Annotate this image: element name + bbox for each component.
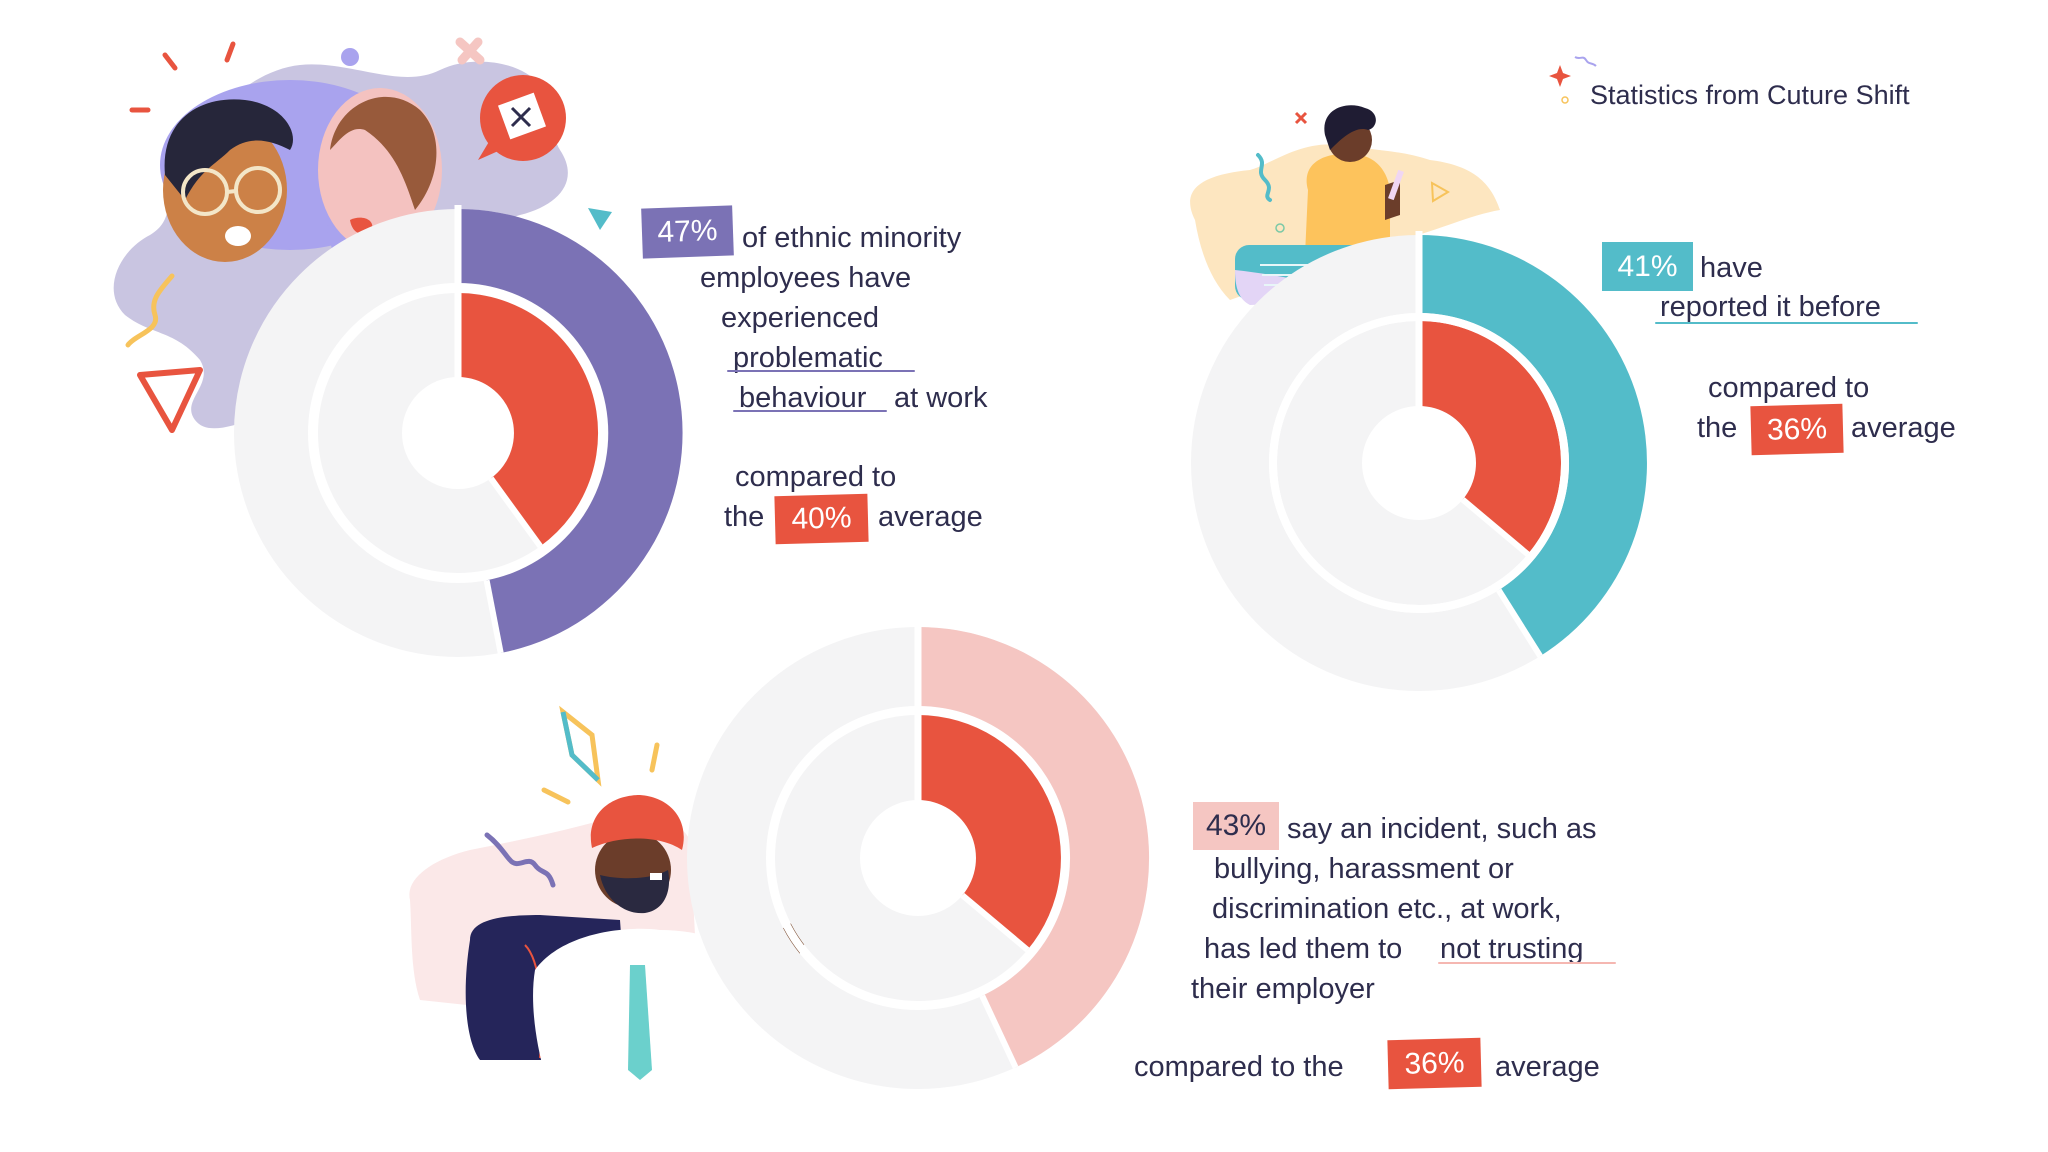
stat-1-value-badge: 47% (641, 205, 734, 259)
stat-2-compare-line-1: compared to (1708, 372, 1870, 404)
donut-2-outer-segment-41 (1419, 235, 1647, 657)
stat-1-line-1: of ethnic minority (742, 222, 962, 254)
source-title: Statistics from Cuture Shift (1590, 80, 1910, 110)
stat-2-value-badge: 41% (1602, 242, 1693, 291)
illustration-man-in-turban (409, 705, 809, 1080)
stat-3-line-1: say an incident, such as (1287, 813, 1597, 845)
donut-1-inner-segment-40 (458, 293, 599, 547)
donut-2-inner-segment-36 (1419, 321, 1562, 555)
donut-chart-2 (1191, 231, 1647, 691)
underline-problematic (727, 370, 915, 372)
stat-1-line-3: experienced (721, 302, 879, 334)
stat-3-line-2: bullying, harassment or (1214, 853, 1514, 885)
donut-chart-3 (687, 623, 1150, 1089)
stat-1-compare-line-1: compared to (735, 461, 897, 493)
stat-2-average-badge: 36% (1750, 403, 1844, 456)
stat-3-line-4-underlined: not trusting (1440, 933, 1584, 965)
stat-3-compare-prefix: compared to the (1134, 1051, 1344, 1083)
stat-2-compare-the: the (1697, 412, 1738, 444)
stat-3-average-badge: 36% (1387, 1037, 1482, 1090)
stat-1-average-badge: 40% (774, 493, 869, 545)
illustration-arguing-people (113, 37, 612, 433)
stat-3-line-5: their employer (1191, 973, 1375, 1005)
donut-1-outer-segment-47 (458, 208, 683, 653)
stat-3-compare-suffix: average (1495, 1051, 1600, 1083)
stat-1-line-5-underlined: behaviour (739, 382, 867, 414)
stat-2-line-1: have (1700, 252, 1763, 284)
stat-1-compare-the: the (724, 501, 765, 533)
stat-1-line-5-suffix: at work (894, 382, 988, 414)
underline-reported-it-before (1655, 322, 1918, 324)
donut-chart-1 (234, 205, 683, 657)
donut-3-inner-segment-36 (918, 715, 1061, 950)
stat-2-line-2-underlined: reported it before (1660, 291, 1881, 323)
stat-1-compare-suffix: average (878, 501, 983, 533)
donut-3-outer-segment-43 (918, 627, 1150, 1068)
stat-3-line-3: discrimination etc., at work, (1212, 893, 1562, 925)
sparkle-decoration (1549, 56, 1597, 104)
stat-1-line-4-underlined: problematic (733, 342, 883, 374)
underline-behaviour (733, 410, 887, 412)
underline-not-trusting (1438, 962, 1616, 964)
stat-3-value-badge: 43% (1193, 802, 1279, 850)
stat-3-line-4: has led them to (1204, 933, 1403, 965)
stat-1-line-2: employees have (700, 262, 912, 294)
stat-2-compare-suffix: average (1851, 412, 1956, 444)
